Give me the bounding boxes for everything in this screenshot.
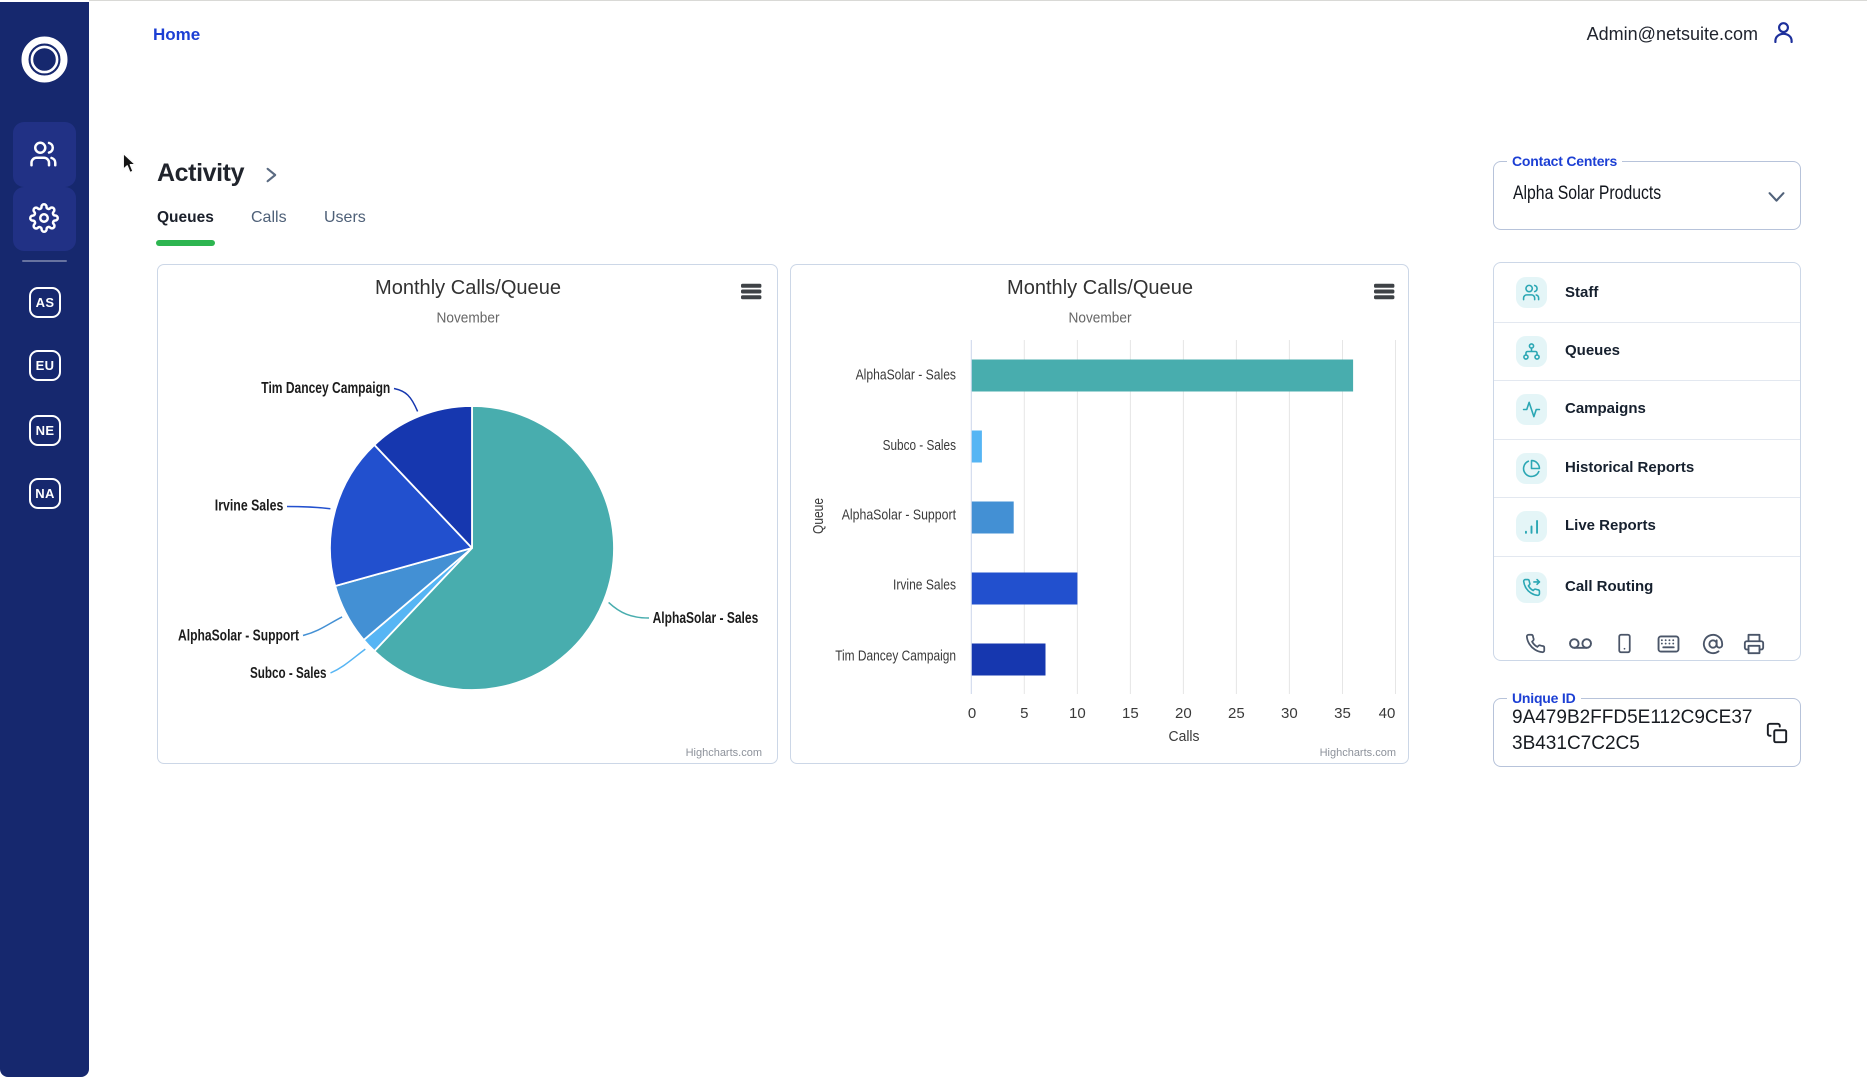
svg-text:25: 25	[1228, 705, 1245, 722]
svg-text:Monthly Calls/Queue: Monthly Calls/Queue	[1007, 277, 1193, 299]
svg-text:Highcharts.com: Highcharts.com	[1320, 747, 1396, 759]
svg-text:Subco - Sales: Subco - Sales	[250, 665, 327, 682]
svg-text:Irvine Sales: Irvine Sales	[893, 577, 956, 594]
svg-text:30: 30	[1281, 705, 1298, 722]
svg-text:AlphaSolar - Support: AlphaSolar - Support	[842, 506, 957, 523]
svg-text:0: 0	[968, 705, 976, 722]
svg-text:Tim Dancey Campaign: Tim Dancey Campaign	[835, 648, 956, 665]
svg-text:Highcharts.com: Highcharts.com	[686, 747, 762, 759]
svg-text:AlphaSolar - Sales: AlphaSolar - Sales	[856, 366, 956, 383]
svg-text:Irvine Sales: Irvine Sales	[215, 498, 283, 515]
svg-text:5: 5	[1020, 705, 1028, 722]
svg-text:Subco - Sales: Subco - Sales	[883, 437, 956, 454]
svg-text:Calls: Calls	[1169, 728, 1200, 745]
svg-text:20: 20	[1175, 705, 1192, 722]
svg-text:10: 10	[1069, 705, 1086, 722]
svg-text:AlphaSolar - Sales: AlphaSolar - Sales	[653, 610, 759, 627]
svg-text:35: 35	[1334, 705, 1351, 722]
svg-text:November: November	[1069, 311, 1132, 327]
svg-text:Tim Dancey Campaign: Tim Dancey Campaign	[261, 380, 390, 397]
svg-text:Monthly Calls/Queue: Monthly Calls/Queue	[375, 277, 561, 299]
svg-text:15: 15	[1122, 705, 1139, 722]
svg-text:AlphaSolar - Support: AlphaSolar - Support	[178, 628, 299, 645]
svg-text:Queue: Queue	[810, 498, 827, 534]
svg-text:November: November	[437, 311, 500, 327]
svg-text:40: 40	[1379, 705, 1396, 722]
